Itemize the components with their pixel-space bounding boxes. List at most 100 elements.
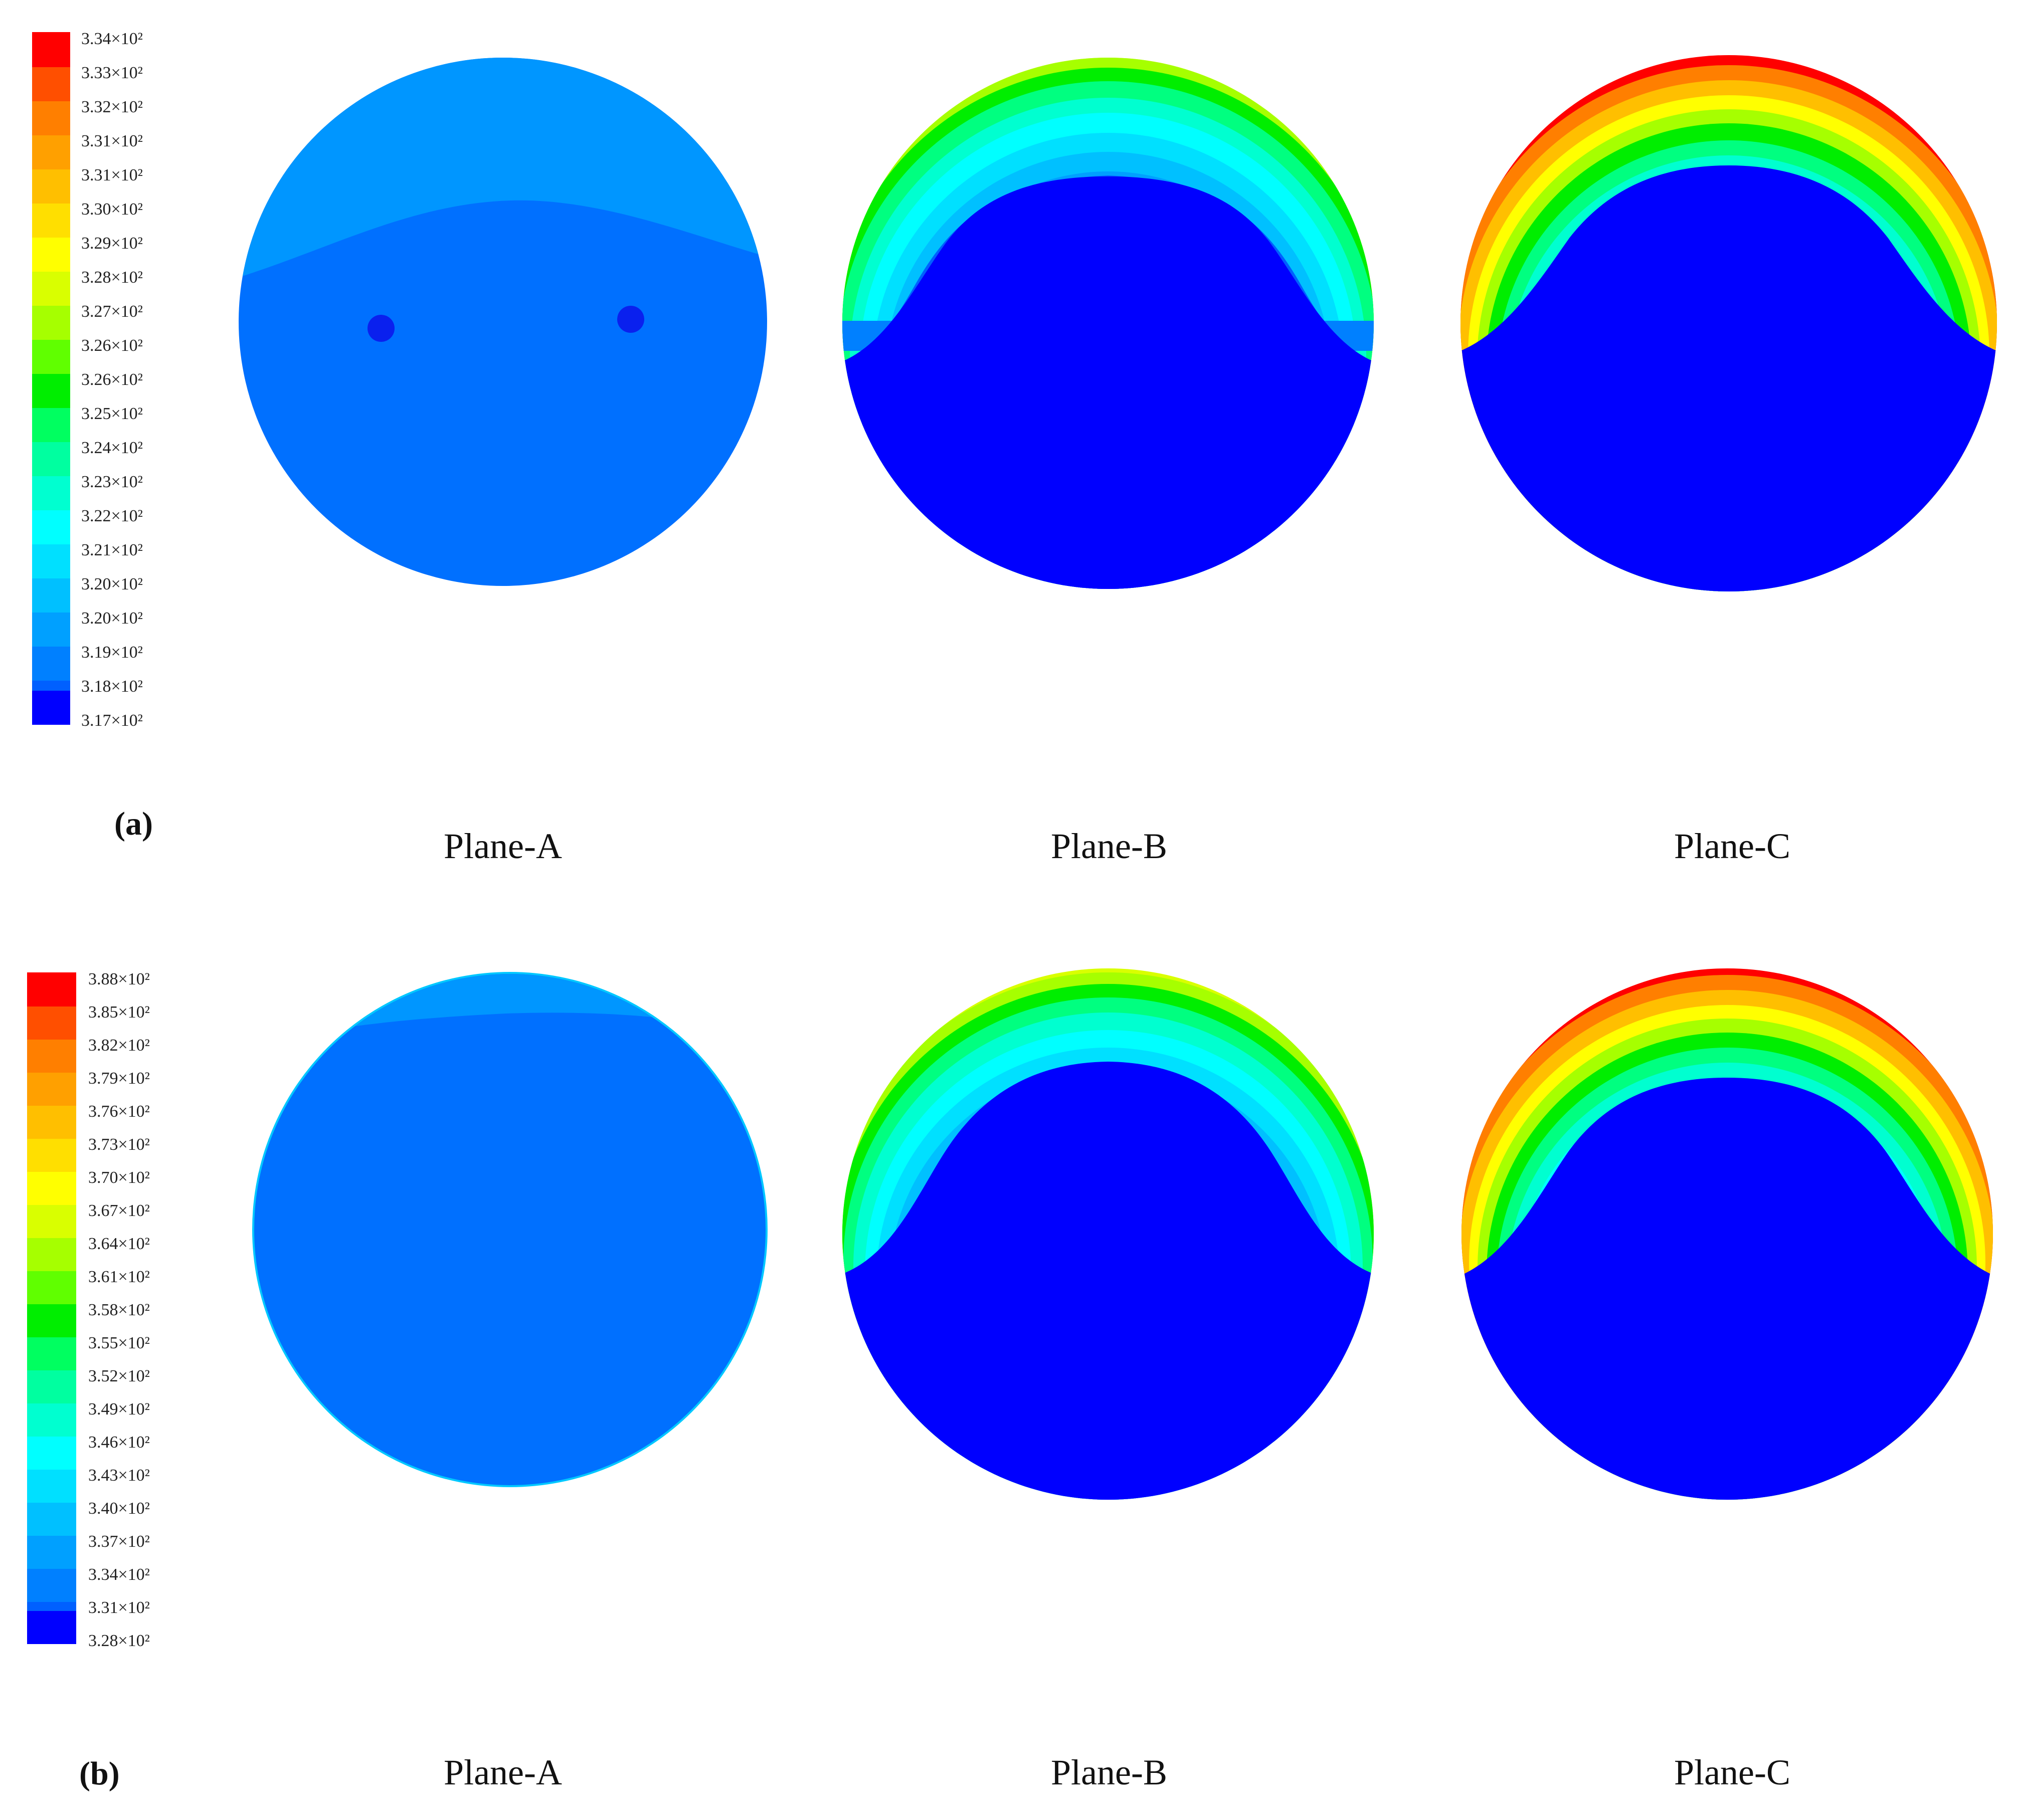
plane-label: Plane-B <box>1051 1752 1167 1792</box>
legend-label: 3.40×10² <box>88 1499 150 1518</box>
legend-swatch <box>32 374 70 408</box>
probe-point <box>617 306 644 333</box>
legend-swatch <box>27 1205 76 1238</box>
contour-plane-b-bottom <box>842 968 1374 1500</box>
legend-label: 3.85×10² <box>88 1003 150 1022</box>
legend-label: 3.23×10² <box>81 473 143 491</box>
legend-swatch <box>27 1304 76 1337</box>
legend-swatch <box>27 1536 76 1569</box>
contour-plane-a-bottom <box>252 972 768 1487</box>
legend-label: 3.46×10² <box>88 1433 150 1452</box>
legend-swatch <box>27 1503 76 1536</box>
legend-label: 3.58×10² <box>88 1301 150 1319</box>
legend-label: 3.21×10² <box>81 541 143 559</box>
legend-label: 3.34×10² <box>81 30 143 48</box>
legend-label: 3.28×10² <box>81 268 143 287</box>
contour-plane-c-bottom <box>1461 968 1993 1500</box>
legend-swatch <box>27 1238 76 1271</box>
legend-label: 3.79×10² <box>88 1069 150 1088</box>
panel-label: (b) <box>79 1755 120 1792</box>
legend-swatch <box>32 647 70 681</box>
legend-label: 3.73×10² <box>88 1135 150 1154</box>
legend-label: 3.25×10² <box>81 405 143 423</box>
legend-swatch <box>32 204 70 238</box>
legend-label: 3.19×10² <box>81 643 143 662</box>
legend-swatch <box>32 691 70 725</box>
legend-label: 3.34×10² <box>88 1565 150 1584</box>
legend-label: 3.31×10² <box>81 166 143 184</box>
legend-label: 3.26×10² <box>81 370 143 389</box>
legend-swatch <box>27 1040 76 1073</box>
legend-swatch <box>32 476 70 510</box>
probe-point <box>368 315 395 342</box>
legend-swatch <box>27 1106 76 1139</box>
legend-label: 3.64×10² <box>88 1235 150 1253</box>
legend-swatch <box>32 408 70 442</box>
legend-swatch <box>27 1172 76 1205</box>
legend-swatch <box>27 1569 76 1602</box>
panel-b: 3.88×10² 3.85×10² 3.82×10² 3.79×10² 3.76… <box>27 968 1993 1792</box>
legend-swatch <box>32 544 70 578</box>
legend-label: 3.88×10² <box>88 970 150 988</box>
legend-label: 3.20×10² <box>81 609 143 628</box>
plane-label: Plane-C <box>1674 1752 1790 1792</box>
legend-swatch <box>32 442 70 476</box>
legend-label: 3.20×10² <box>81 575 143 593</box>
legend-label: 3.52×10² <box>88 1367 150 1385</box>
legend-swatch <box>32 32 70 67</box>
legend-swatch <box>27 1403 76 1437</box>
legend-label: 3.43×10² <box>88 1466 150 1485</box>
legend-label: 3.18×10² <box>81 677 143 696</box>
legend-swatch <box>27 1006 76 1040</box>
legend-label: 3.28×10² <box>88 1632 150 1650</box>
legend-label: 3.61×10² <box>88 1268 150 1286</box>
legend-label: 3.24×10² <box>81 439 143 457</box>
legend-label: 3.31×10² <box>81 132 143 150</box>
legend-label: 3.22×10² <box>81 507 143 525</box>
legend-swatch <box>32 67 70 101</box>
legend-swatch <box>32 578 70 613</box>
plane-label: Plane-B <box>1051 826 1167 866</box>
legend-label: 3.17×10² <box>81 711 143 730</box>
legend-swatch <box>32 510 70 544</box>
legend-label: 3.29×10² <box>81 234 143 253</box>
panel-a: 3.34×10² 3.33×10² 3.32×10² 3.31×10² 3.31… <box>32 30 1997 866</box>
legend-swatch <box>27 1370 76 1403</box>
legend-swatch <box>27 1271 76 1304</box>
legend-label: 3.76×10² <box>88 1102 150 1121</box>
legend-swatch <box>32 306 70 340</box>
legend-swatch <box>27 1470 76 1503</box>
contour-plane-a-top <box>239 58 767 586</box>
legend-label: 3.31×10² <box>88 1598 150 1617</box>
plane-label: Plane-A <box>444 1752 562 1792</box>
legend-swatch <box>27 1437 76 1470</box>
legend-swatch <box>27 972 76 1006</box>
legend-label: 3.82×10² <box>88 1036 150 1055</box>
contour-plane-b-top <box>842 58 1374 589</box>
legend-swatch <box>27 1337 76 1370</box>
legend-swatch <box>32 613 70 647</box>
legend-label: 3.30×10² <box>81 200 143 219</box>
contour-plane-c-top <box>1460 55 1997 591</box>
legend-swatch <box>32 272 70 306</box>
plane-label: Plane-C <box>1674 826 1790 866</box>
legend-a: 3.34×10² 3.33×10² 3.32×10² 3.31×10² 3.31… <box>32 30 143 730</box>
legend-swatch <box>32 135 70 169</box>
legend-label: 3.26×10² <box>81 336 143 355</box>
panel-label: (a) <box>114 805 153 842</box>
legend-swatch <box>32 340 70 374</box>
plane-label: Plane-A <box>444 826 562 866</box>
legend-label: 3.49×10² <box>88 1400 150 1419</box>
legend-swatch <box>27 1139 76 1172</box>
legend-label: 3.27×10² <box>81 302 143 321</box>
legend-label: 3.70×10² <box>88 1168 150 1187</box>
legend-label: 3.67×10² <box>88 1201 150 1220</box>
legend-swatch <box>32 101 70 135</box>
legend-label: 3.32×10² <box>81 98 143 116</box>
legend-b: 3.88×10² 3.85×10² 3.82×10² 3.79×10² 3.76… <box>27 970 150 1650</box>
legend-label: 3.55×10² <box>88 1334 150 1352</box>
legend-swatch <box>27 1611 76 1644</box>
legend-swatch <box>32 238 70 272</box>
legend-swatch <box>32 169 70 204</box>
